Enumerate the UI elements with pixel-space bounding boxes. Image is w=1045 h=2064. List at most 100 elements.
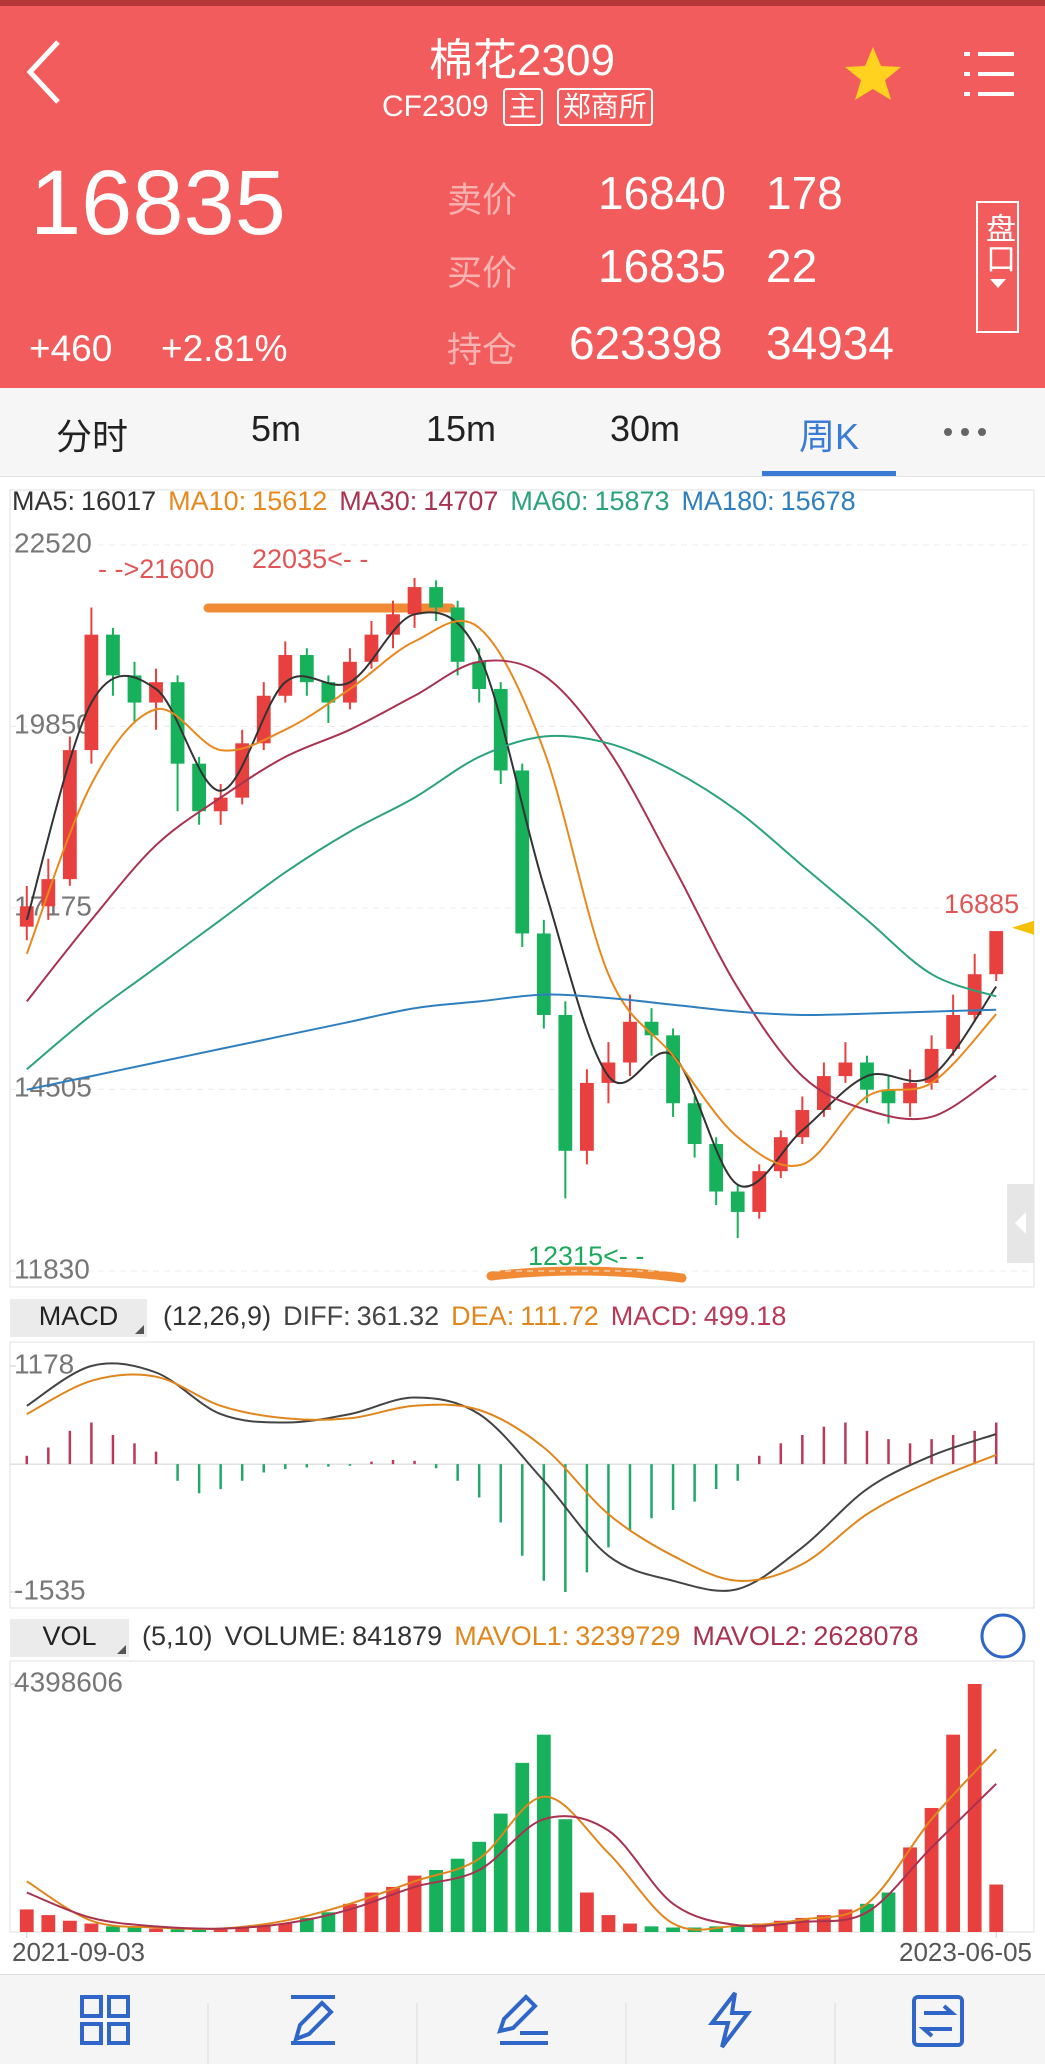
candle-body: [213, 797, 228, 812]
series-line: [26, 659, 997, 1121]
change-pct: +2.81%: [161, 328, 288, 369]
y-tick-label: 11830: [14, 1253, 90, 1284]
candle-body: [515, 770, 530, 934]
volume-bar: [192, 1929, 207, 1932]
quote-label: 持仓: [447, 331, 518, 370]
y-tick-label: 22520: [14, 527, 92, 558]
volume-bar: [558, 1819, 573, 1932]
volume-bar: [666, 1927, 680, 1932]
quote-volume: 22: [766, 240, 818, 292]
legend-label: MAVOL2:: [692, 1621, 807, 1651]
candle-body: [472, 661, 487, 689]
volume-bar: [580, 1892, 594, 1932]
volume-bar: [644, 1926, 659, 1932]
volume-bar: [235, 1927, 250, 1932]
candle-body: [989, 931, 1004, 975]
series-line: [26, 993, 997, 1091]
badge: 主: [502, 88, 543, 126]
y-tick-label: 19850: [14, 709, 92, 740]
series-line: [25, 619, 997, 1167]
price-marker: [1012, 920, 1034, 935]
candle-body: [601, 1062, 616, 1083]
y-tick-label: 14505: [14, 1072, 92, 1103]
candle-body: [838, 1062, 853, 1077]
legend-label: DIFF:: [283, 1301, 351, 1331]
volume-bar: [967, 1684, 982, 1932]
annotation: - ->21600: [98, 554, 214, 584]
code: CF2309: [382, 90, 489, 123]
legend-label: MAVOL1:: [454, 1621, 569, 1651]
candle-body: [278, 655, 293, 696]
tab[interactable]: 15m: [425, 408, 497, 449]
back-button[interactable]: [22, 36, 66, 108]
candle-body: [666, 1035, 680, 1104]
legend-label: (5,10): [142, 1621, 213, 1651]
quote-value: 16840: [598, 167, 726, 219]
candle-body: [386, 614, 400, 635]
quote-volume: 34934: [766, 317, 894, 369]
candle-body: [364, 634, 379, 662]
more-tabs[interactable]: [940, 424, 990, 440]
volume-bar: [364, 1892, 379, 1932]
volume-bar: [106, 1926, 120, 1932]
indicator-button[interactable]: [10, 1619, 129, 1657]
volume-bar: [601, 1915, 616, 1932]
volume-bar: [773, 1920, 788, 1932]
tab[interactable]: 分时: [55, 416, 129, 457]
nav-item[interactable]: [707, 1991, 753, 2049]
legend-value: 14707: [423, 486, 498, 516]
legend: (5,10) VOLUME: 841879 MAVOL1: 3239729 MAVOL2:…: [142, 1621, 919, 1651]
nav-item[interactable]: [496, 1994, 548, 2045]
tab[interactable]: 5m: [250, 408, 302, 449]
legend-label: MACD:: [611, 1301, 698, 1331]
tab[interactable]: 30m: [609, 408, 681, 449]
header: 棉花2309 CF2309 主 郑商所 16835 +460 +2.81% 卖价…: [0, 0, 1045, 388]
x-tick-label: 2023-06-05: [899, 1937, 1032, 1967]
volume-bar: [62, 1920, 77, 1932]
candle-body: [450, 607, 465, 662]
menu-button[interactable]: [960, 48, 1016, 100]
legend-label: (12,26,9): [163, 1301, 271, 1331]
candle-body: [558, 1014, 573, 1151]
candle-body: [536, 933, 551, 1015]
indicator-button[interactable]: [10, 1299, 147, 1337]
y-tick-label: -1535: [14, 1574, 86, 1605]
volume-bar: [213, 1928, 228, 1932]
y-tick-label: 4398606: [14, 1666, 123, 1697]
favorite-star[interactable]: [842, 44, 904, 104]
legend-value: 499.18: [704, 1301, 787, 1331]
volume-bar: [472, 1841, 487, 1932]
legend-value: 841879: [352, 1621, 442, 1651]
legend-label: MA30:: [339, 486, 417, 516]
depth-arrow: [989, 279, 1006, 288]
volume-bar: [127, 1927, 142, 1932]
quote-value: 623398: [569, 317, 723, 369]
tab-underline: [762, 471, 896, 476]
candle-body: [321, 682, 336, 703]
candle-body: [235, 743, 250, 798]
depth-button[interactable]: 盘口: [976, 201, 1019, 333]
candle-body: [407, 587, 422, 615]
volume-bar: [84, 1923, 99, 1932]
legend-label: VOLUME:: [225, 1621, 347, 1651]
candle-body: [192, 763, 207, 812]
volume-bar: [536, 1734, 551, 1932]
nav-item[interactable]: [912, 1995, 964, 2047]
tab[interactable]: 周K: [798, 416, 860, 457]
bottom-nav: [0, 1974, 1045, 2064]
legend-label: MA5:: [12, 486, 75, 516]
candle-body: [967, 974, 982, 1015]
quote-label: 买价: [447, 254, 518, 293]
y-tick-label: 1178: [14, 1348, 74, 1379]
reset-icon[interactable]: [980, 1613, 1026, 1659]
volume-bar: [730, 1925, 745, 1932]
nav-item[interactable]: [291, 1995, 335, 2045]
legend-value: 2628078: [813, 1621, 918, 1651]
legend-label: MA60:: [510, 486, 588, 516]
volume-bar: [407, 1875, 422, 1932]
quote-volume: 178: [766, 167, 843, 219]
legend-value: 16017: [81, 486, 156, 516]
nav-item[interactable]: [80, 1995, 130, 2045]
legend-value: 15612: [252, 486, 327, 516]
